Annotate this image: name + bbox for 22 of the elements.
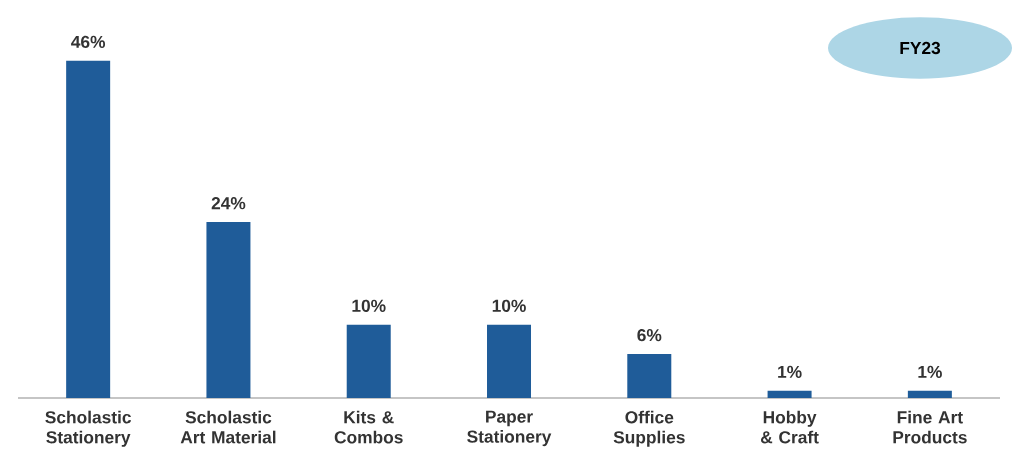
data-label: 10% [352, 299, 386, 312]
x-tick-label: Scholastic Art Material [180, 410, 276, 444]
x-tick-label: Kits & Combos [334, 410, 403, 444]
x-tick-label: Hobby & Craft [760, 410, 819, 444]
x-tick-label: Paper Stationery [467, 410, 552, 447]
data-label: 24% [211, 197, 246, 210]
bar [627, 353, 672, 398]
bar [907, 390, 952, 398]
bar [346, 324, 391, 398]
data-label: 6% [637, 329, 662, 342]
data-label: 1% [918, 365, 942, 378]
x-tick-label: Fine Art Products [893, 410, 967, 444]
bar [767, 390, 812, 398]
x-tick-label: Office Supplies [613, 410, 685, 447]
bar [206, 222, 251, 398]
bar [487, 324, 532, 398]
data-label: 46% [71, 35, 106, 48]
text: FY23 [900, 41, 941, 55]
x-tick-label: Scholastic Stationery [45, 410, 132, 447]
data-label: 1% [778, 365, 802, 378]
bar [66, 60, 111, 398]
data-label: 10% [492, 299, 526, 312]
